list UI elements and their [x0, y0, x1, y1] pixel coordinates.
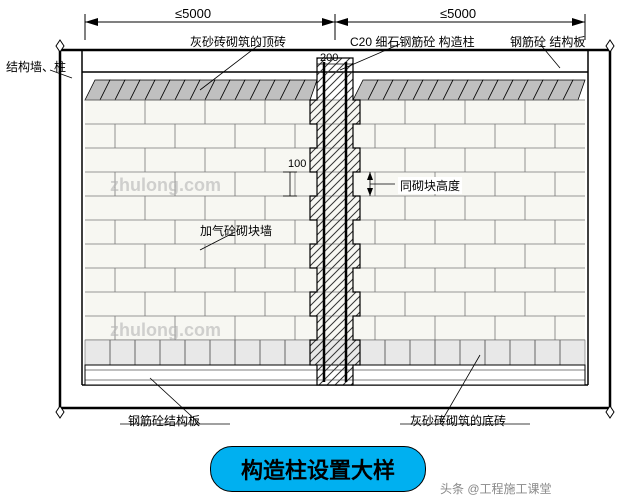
title-pill: 构造柱设置大样 [210, 446, 426, 492]
diagram-svg [0, 0, 640, 501]
diagram-container: ≤5000 ≤5000 200 100 结构墙、柱 灰砂砖砌筑的顶砖 C20 细… [0, 0, 640, 501]
dim-right: ≤5000 [440, 6, 476, 21]
label-top-brick: 灰砂砖砌筑的顶砖 [190, 33, 286, 50]
label-aerated: 加气砼砌块墙 [200, 222, 272, 239]
construction-column [310, 58, 360, 385]
credit: 头条 @工程施工课堂 [440, 480, 552, 497]
watermark-2: zhulong.com [110, 320, 221, 341]
label-bottom-brick: 灰砂砖砌筑的底砖 [410, 412, 506, 429]
label-structure-wall: 结构墙、柱 [6, 58, 66, 75]
watermark-1: zhulong.com [110, 175, 221, 196]
dim-left: ≤5000 [175, 6, 211, 21]
label-block-h: 同砌块高度 [398, 177, 462, 194]
label-rebar-col: 钢筋砼 结构板 [510, 33, 585, 50]
dim-200: 200 [320, 52, 338, 64]
title-wrap: 构造柱设置大样 [210, 446, 426, 492]
dim-100: 100 [288, 158, 306, 170]
label-bottom-plate: 钢筋砼结构板 [128, 412, 200, 429]
label-c20: C20 细石钢筋砼 构造柱 [350, 33, 475, 50]
